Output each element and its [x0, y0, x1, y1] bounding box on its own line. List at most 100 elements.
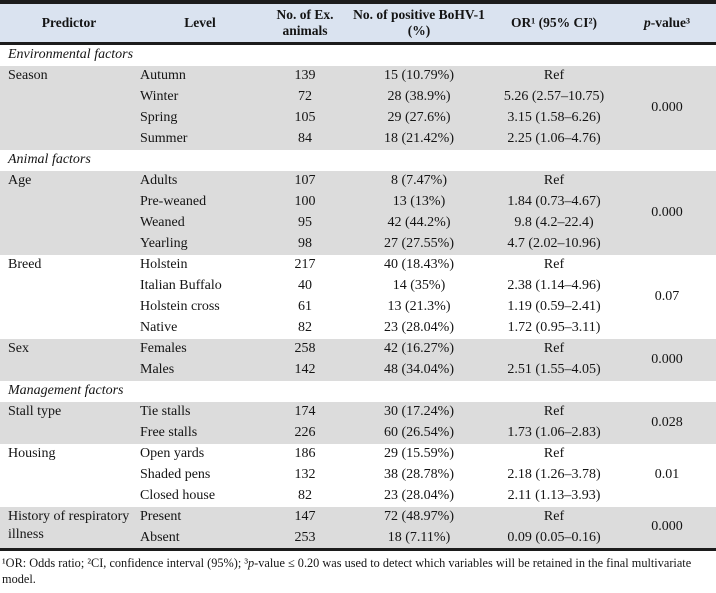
- positive-count-cell: 40 (18.43%): [384, 257, 454, 273]
- column-header-or-ci: OR¹ (95% CI²): [490, 2, 618, 45]
- table-row: Pre-weaned 100 13 (13%) 1.84 (0.73–4.67): [0, 192, 716, 213]
- column-header-level: Level: [138, 2, 262, 45]
- table-row: Absent 253 18 (7.11%) 0.09 (0.05–0.16): [0, 528, 716, 549]
- table-row: Yearling 98 27 (27.55%) 4.7 (2.02–10.96): [0, 234, 716, 255]
- p-value-italic: p: [643, 14, 651, 30]
- or-ci-cell: 2.18 (1.26–3.78): [507, 467, 601, 483]
- level-cell: Pre-weaned: [140, 194, 207, 210]
- ex-animals-cell: 142: [294, 362, 316, 378]
- or-ci-cell: Ref: [543, 173, 565, 189]
- ex-animals-cell: 40: [298, 278, 312, 294]
- or-ci-cell: 1.73 (1.06–2.83): [507, 425, 601, 441]
- or-ci-cell: 2.11 (1.13–3.93): [507, 488, 601, 504]
- predictor-cell: Housing: [8, 446, 56, 461]
- section-row: Environmental factors: [0, 43, 716, 66]
- ex-animals-cell: 82: [298, 488, 312, 504]
- predictor-cell: Breed: [8, 257, 42, 272]
- p-value-cell: 0.000: [651, 351, 683, 367]
- column-header-positive: No. of positive BoHV-1 (%): [348, 2, 490, 45]
- positive-count-cell: 8 (7.47%): [391, 173, 447, 189]
- positive-count-cell: 48 (34.04%): [384, 362, 454, 378]
- or-ci-cell: 1.72 (0.95–3.11): [507, 320, 601, 336]
- p-value-cell: 0.000: [651, 519, 683, 535]
- level-cell: Yearling: [140, 236, 188, 252]
- level-cell: Winter: [140, 89, 179, 105]
- table-row: Summer 84 18 (21.42%) 2.25 (1.06–4.76): [0, 129, 716, 150]
- column-header-predictor: Predictor: [0, 2, 138, 45]
- level-cell: Summer: [140, 131, 188, 147]
- table-row: Sex Females 258 42 (16.27%) Ref 0.000: [0, 339, 716, 367]
- level-cell: Adults: [140, 173, 178, 189]
- column-header-ex-animals: No. of Ex. animals: [262, 2, 348, 45]
- ex-animals-cell: 186: [294, 446, 316, 462]
- table-row: Closed house 82 23 (28.04%) 2.11 (1.13–3.93…: [0, 486, 716, 507]
- positive-count-cell: 18 (21.42%): [384, 131, 454, 147]
- table-row: Season Autumn 139 15 (10.79%) Ref 0.000: [0, 66, 716, 115]
- table-row: Winter 72 28 (38.9%) 5.26 (2.57–10.75): [0, 87, 716, 108]
- positive-count-cell: 42 (16.27%): [384, 341, 454, 357]
- ex-animals-cell: 82: [298, 320, 312, 336]
- predictor-cell: History of respiratory illness: [8, 509, 130, 543]
- level-cell: Shaded pens: [140, 467, 211, 483]
- or-ci-cell: 2.38 (1.14–4.96): [507, 278, 601, 294]
- ex-animals-cell: 258: [294, 341, 316, 357]
- table-body: Environmental factors Season Autumn 139 15 (…: [0, 43, 716, 549]
- table-row: Stall type Tie stalls 174 30 (17.24%) Ref 0.0…: [0, 402, 716, 430]
- ex-animals-cell: 95: [298, 215, 312, 231]
- positive-count-cell: 72 (48.97%): [384, 509, 454, 525]
- or-ci-cell: 5.26 (2.57–10.75): [503, 89, 605, 105]
- p-value-cell: 0.07: [654, 288, 680, 304]
- column-header-p-value: p-value³: [618, 2, 716, 45]
- level-cell: Females: [140, 341, 187, 357]
- positive-count-cell: 18 (7.11%): [387, 529, 451, 545]
- table-row: Housing Open yards 186 29 (15.59%) Ref 0.01: [0, 444, 716, 482]
- level-cell: Closed house: [140, 488, 216, 504]
- predictor-cell: Age: [8, 173, 32, 188]
- footnote-part2: -value ≤ 0.20 was used to detect which v…: [2, 555, 692, 587]
- or-ci-cell: 9.8 (4.2–22.4): [514, 215, 594, 231]
- or-ci-cell: Ref: [543, 404, 565, 420]
- table-row: Spring 105 29 (27.6%) 3.15 (1.58–6.26): [0, 108, 716, 129]
- ex-animals-cell: 107: [294, 173, 316, 189]
- positive-count-cell: 14 (35%): [392, 278, 446, 294]
- level-cell: Spring: [140, 110, 178, 126]
- positive-count-cell: 13 (21.3%): [387, 299, 451, 315]
- p-value-cell: 0.028: [651, 414, 683, 430]
- ex-animals-cell: 174: [294, 404, 316, 420]
- level-cell: Tie stalls: [140, 404, 191, 420]
- p-value-cell: 0.01: [654, 467, 680, 483]
- ex-animals-cell: 72: [298, 89, 312, 105]
- level-cell: Open yards: [140, 446, 205, 462]
- ex-animals-cell: 132: [294, 467, 316, 483]
- or-ci-cell: Ref: [543, 341, 565, 357]
- or-ci-cell: Ref: [543, 446, 565, 462]
- level-cell: Holstein cross: [140, 299, 220, 315]
- level-cell: Absent: [140, 529, 180, 545]
- positive-count-cell: 13 (13%): [392, 194, 446, 210]
- p-value-cell: 0.000: [651, 99, 683, 115]
- ex-animals-cell: 100: [294, 194, 316, 210]
- table-row: Males 142 48 (34.04%) 2.51 (1.55–4.05): [0, 360, 716, 381]
- table-row: Age Adults 107 8 (7.47%) Ref 0.000: [0, 171, 716, 220]
- table-row: History of respiratory illness Present 147…: [0, 507, 716, 542]
- or-ci-cell: Ref: [543, 509, 565, 525]
- table-row: Italian Buffalo 40 14 (35%) 2.38 (1.14–4.96…: [0, 276, 716, 297]
- positive-count-cell: 42 (44.2%): [387, 215, 451, 231]
- level-cell: Males: [140, 362, 175, 378]
- positive-count-cell: 27 (27.55%): [384, 236, 454, 252]
- level-cell: Native: [140, 320, 178, 336]
- table-footnote: ¹OR: Odds ratio; ²CI, confidence interva…: [0, 551, 716, 590]
- section-row: Management factors: [0, 381, 716, 402]
- level-cell: Weaned: [140, 215, 185, 231]
- positive-count-cell: 23 (28.04%): [384, 320, 454, 336]
- or-ci-cell: Ref: [543, 257, 565, 273]
- ex-animals-cell: 84: [298, 131, 312, 147]
- level-cell: Italian Buffalo: [140, 278, 222, 294]
- positive-count-cell: 15 (10.79%): [384, 68, 454, 84]
- header-row: Predictor Level No. of Ex. animals No. o…: [0, 2, 716, 45]
- ex-animals-cell: 98: [298, 236, 312, 252]
- or-ci-cell: 1.19 (0.59–2.41): [507, 299, 601, 315]
- positive-count-cell: 30 (17.24%): [384, 404, 454, 420]
- positive-count-cell: 29 (27.6%): [387, 110, 451, 126]
